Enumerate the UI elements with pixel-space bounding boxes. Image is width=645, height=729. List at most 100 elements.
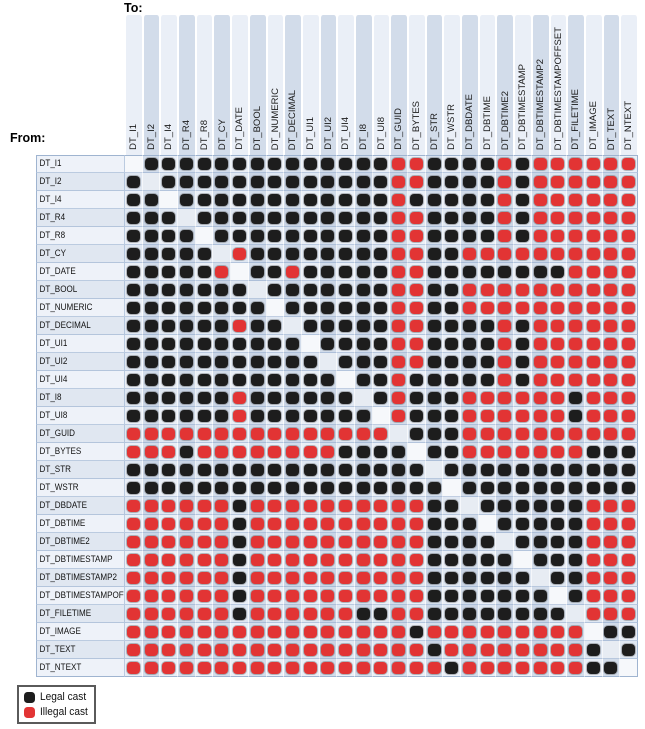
illegal-cast-dot-icon — [374, 643, 388, 656]
legal-cast-dot-icon — [445, 517, 459, 530]
cell-DT_R8-to-DT_STR — [425, 227, 444, 245]
cell-DT_UI8-to-DT_IMAGE — [584, 407, 603, 425]
illegal-cast-dot-icon — [551, 301, 565, 314]
row-label-DT_I8: DT_I8 — [36, 389, 125, 407]
illegal-cast-dot-icon — [286, 607, 300, 620]
cell-DT_I4-to-DT_IMAGE — [584, 191, 603, 209]
cell-DT_R8-to-DT_DBTIME — [478, 227, 497, 245]
cell-DT_DBTIMESTAMP-to-DT_DBTIMESTAMP2 — [531, 551, 550, 569]
illegal-cast-dot-icon — [215, 643, 229, 656]
legal-cast-dot-icon — [286, 193, 300, 206]
illegal-cast-dot-icon — [126, 517, 140, 530]
legal-cast-dot-icon — [409, 391, 423, 404]
illegal-cast-dot-icon — [303, 427, 317, 440]
illegal-cast-dot-icon — [303, 607, 317, 620]
legal-cast-dot-icon — [569, 481, 583, 494]
legal-cast-dot-icon — [427, 481, 441, 494]
cell-DT_UI8-to-DT_DBTIMESTAMP — [514, 407, 532, 425]
cell-DT_DATE-to-DT_DBTIME2 — [496, 263, 515, 281]
legal-cast-dot-icon — [427, 247, 441, 260]
cell-DT_UI1-to-DT_WSTR — [443, 335, 462, 353]
illegal-cast-dot-icon — [604, 301, 618, 314]
row-label-text: DT_UI2 — [39, 355, 68, 367]
legal-cast-dot-icon — [445, 283, 459, 296]
legal-cast-dot-icon — [250, 355, 264, 368]
cell-DT_CY-to-DT_DBDATE — [461, 245, 479, 263]
legal-cast-dot-icon — [569, 409, 583, 422]
legal-cast-dot-icon — [480, 355, 494, 368]
cell-DT_DBTIME2-to-DT_WSTR — [443, 533, 462, 551]
illegal-cast-dot-icon — [498, 373, 512, 386]
legal-cast-dot-icon — [144, 301, 158, 314]
legal-cast-dot-icon — [427, 589, 441, 602]
cell-DT_R8-to-DT_I8 — [354, 227, 373, 245]
cell-DT_UI8-to-DT_I1 — [125, 407, 143, 425]
cell-DT_DBTIMESTAMP2-to-DT_UI2 — [319, 569, 338, 587]
illegal-cast-dot-icon — [604, 571, 618, 584]
illegal-cast-dot-icon — [392, 589, 406, 602]
illegal-cast-dot-icon — [374, 499, 388, 512]
cell-DT_R4-to-DT_DBTIMESTAMPOFFSET — [549, 209, 568, 227]
legal-cast-dot-icon — [232, 373, 246, 386]
cell-DT_NUMERIC-to-DT_UI1 — [301, 299, 320, 317]
legal-cast-dot-icon — [215, 391, 229, 404]
legal-cast-dot-icon — [179, 445, 193, 458]
illegal-cast-dot-icon — [197, 445, 211, 458]
illegal-cast-dot-icon — [586, 229, 600, 242]
cell-DT_BYTES-to-DT_I1 — [125, 443, 143, 461]
cell-DT_I2-to-DT_I8 — [354, 173, 373, 191]
cell-DT_IMAGE-to-DT_WSTR — [443, 623, 462, 641]
cell-DT_DBTIMESTAMP-to-DT_I4 — [160, 551, 179, 569]
cell-DT_UI4-to-DT_DBTIME2 — [496, 371, 515, 389]
legal-cast-dot-icon — [339, 158, 353, 170]
cell-DT_DBTIMESTAMPOFFSET-to-DT_DATE — [231, 587, 249, 605]
legal-cast-dot-icon — [462, 463, 476, 476]
legal-cast-dot-icon — [268, 158, 282, 170]
cell-DT_GUID-to-DT_DBTIMESTAMP — [514, 425, 532, 443]
legal-cast-dot-icon — [232, 607, 246, 620]
legal-cast-dot-icon — [268, 229, 282, 242]
cell-DT_IMAGE-to-DT_DATE — [231, 623, 249, 641]
cell-DT_FILETIME-to-DT_DBTIMESTAMP2 — [531, 605, 550, 623]
legal-cast-dot-icon — [339, 229, 353, 242]
cell-DT_BOOL-to-DT_DBTIME — [478, 281, 497, 299]
col-header-label: DT_CY — [216, 118, 228, 150]
cell-DT_NTEXT-to-DT_DBDATE — [461, 659, 479, 677]
legal-cast-dot-icon — [515, 265, 529, 278]
illegal-cast-dot-icon — [427, 625, 441, 638]
illegal-cast-dot-icon — [179, 571, 193, 584]
legal-cast-dot-icon — [321, 247, 335, 260]
cell-DT_NTEXT-to-DT_I2 — [142, 659, 161, 677]
legal-cast-dot-icon — [427, 301, 441, 314]
cell-DT_I8-to-DT_BYTES — [408, 389, 426, 407]
illegal-cast-dot-icon — [586, 553, 600, 566]
cell-DT_IMAGE-to-DT_FILETIME — [567, 623, 585, 641]
cell-DT_I2-to-DT_DECIMAL — [284, 173, 302, 191]
illegal-cast-dot-icon — [303, 661, 317, 674]
cell-DT_DBTIME-to-DT_CY — [213, 515, 232, 533]
row-label-DT_TEXT: DT_TEXT — [36, 641, 125, 659]
cell-DT_I1-to-DT_R4 — [178, 155, 196, 173]
cell-DT_BYTES-to-DT_I2 — [142, 443, 161, 461]
legal-cast-dot-icon — [569, 589, 583, 602]
cell-DT_DECIMAL-to-DT_UI8 — [372, 317, 391, 335]
cell-DT_DBTIMESTAMP-to-DT_R8 — [195, 551, 214, 569]
row-label-DT_WSTR: DT_WSTR — [36, 479, 125, 497]
cell-DT_DECIMAL-to-DT_TEXT — [602, 317, 621, 335]
row-label-DT_DECIMAL: DT_DECIMAL — [36, 317, 125, 335]
cell-DT_TEXT-to-DT_IMAGE — [584, 641, 603, 659]
cell-DT_BOOL-to-DT_DBDATE — [461, 281, 479, 299]
cell-DT_UI4-to-DT_UI8 — [372, 371, 391, 389]
cell-DT_FILETIME-to-DT_UI4 — [337, 605, 355, 623]
cell-DT_NTEXT-to-DT_R4 — [178, 659, 196, 677]
cell-DT_UI1-to-DT_DATE — [231, 335, 249, 353]
cell-DT_DECIMAL-to-DT_I8 — [354, 317, 373, 335]
legal-cast-dot-icon — [250, 463, 264, 476]
cell-DT_DBDATE-to-DT_DBTIME2 — [496, 497, 515, 515]
legal-cast-dot-icon — [445, 319, 459, 332]
cell-DT_BOOL-to-DT_I8 — [354, 281, 373, 299]
cell-DT_I8-to-DT_DBTIMESTAMP2 — [531, 389, 550, 407]
legal-cast-dot-icon — [462, 607, 476, 620]
cell-DT_UI4-to-DT_R8 — [195, 371, 214, 389]
illegal-cast-dot-icon — [250, 643, 264, 656]
